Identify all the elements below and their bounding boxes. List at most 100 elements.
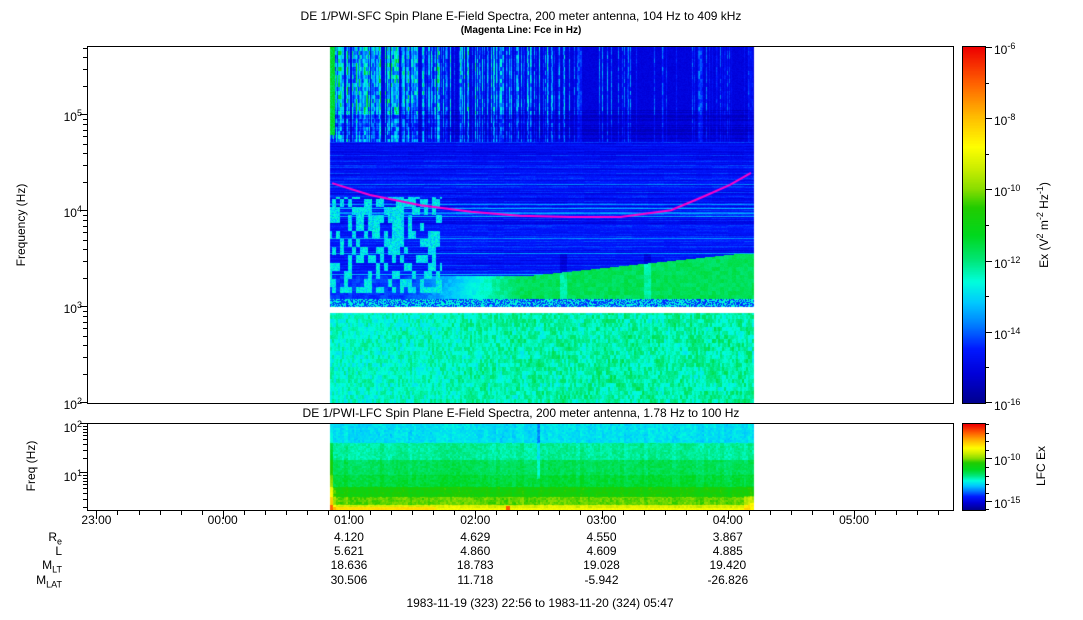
sfc-y-minor-tick xyxy=(83,374,88,375)
lfc-y-major-tick xyxy=(80,423,88,424)
sfc-y-minor-tick xyxy=(83,130,88,131)
ephemeris-value: 30.506 xyxy=(330,573,368,587)
sfc-title: DE 1/PWI-SFC Spin Plane E-Field Spectra,… xyxy=(300,9,742,23)
sfc-colorbar-tick xyxy=(985,332,992,333)
lfc-spectrogram xyxy=(87,423,954,511)
sfc-y-minor-tick xyxy=(83,124,88,125)
x-minor-tick xyxy=(433,511,434,515)
x-minor-tick xyxy=(496,511,497,515)
sfc-y-minor-tick xyxy=(83,48,88,49)
lfc-y-minor-tick xyxy=(83,435,88,436)
x-minor-tick xyxy=(580,511,581,515)
sfc-y-minor-tick xyxy=(83,311,88,312)
sfc-y-tick-label: 102 xyxy=(63,396,82,412)
lfc-title: DE 1/PWI-LFC Spin Plane E-Field Spectra,… xyxy=(302,406,740,420)
sfc-y-minor-tick xyxy=(83,69,88,70)
lfc-colorbar-tick xyxy=(985,433,989,434)
sfc-y-axis-label: Frequency (Hz) xyxy=(14,183,28,267)
sfc-subtitle: (Magenta Line: Fce in Hz) xyxy=(460,25,582,36)
ephemeris-value: -26.826 xyxy=(707,573,749,587)
x-major-tick xyxy=(475,511,476,519)
lfc-y-minor-tick xyxy=(83,426,88,427)
sfc-y-minor-tick xyxy=(83,328,88,329)
x-minor-tick xyxy=(644,511,645,515)
sfc-y-major-tick xyxy=(80,402,88,403)
sfc-y-major-tick xyxy=(80,114,88,115)
ephemeris-value: 4.860 xyxy=(460,544,491,558)
sfc-y-minor-tick xyxy=(83,165,88,166)
sfc-y-minor-tick xyxy=(83,345,88,346)
x-major-tick xyxy=(602,511,603,519)
ephemeris-value: 4.609 xyxy=(586,544,617,558)
lfc-y-minor-tick xyxy=(83,475,88,476)
sfc-colorbar-tick xyxy=(985,154,989,155)
sfc-y-minor-tick xyxy=(83,249,88,250)
sfc-y-minor-tick xyxy=(83,144,88,145)
sfc-y-minor-tick xyxy=(83,215,88,216)
ephemeris-value: 5.621 xyxy=(333,544,364,558)
sfc-colorbar-tick xyxy=(985,367,989,368)
sfc-spectrogram xyxy=(87,46,954,404)
x-minor-tick xyxy=(244,511,245,515)
x-minor-tick xyxy=(517,511,518,515)
ephemeris-row-label: MLT xyxy=(42,558,62,575)
sfc-y-minor-tick xyxy=(83,226,88,227)
sfc-colorbar-tick xyxy=(985,118,992,119)
lfc-y-minor-tick xyxy=(83,481,88,482)
ephemeris-value: 4.120 xyxy=(333,530,364,544)
sfc-colorbar xyxy=(962,46,986,404)
lfc-colorbar-tick xyxy=(985,458,992,459)
x-minor-tick xyxy=(917,511,918,515)
sfc-y-minor-tick xyxy=(83,316,88,317)
ephemeris-value: 18.636 xyxy=(330,558,368,572)
x-minor-tick xyxy=(538,511,539,515)
x-minor-tick xyxy=(875,511,876,515)
sfc-colorbar-tick-label: 10-12 xyxy=(994,254,1021,271)
x-major-tick xyxy=(96,511,97,519)
x-minor-tick xyxy=(665,511,666,515)
sfc-y-minor-tick xyxy=(83,86,88,87)
lfc-colorbar-tick xyxy=(985,441,989,442)
sfc-y-minor-tick xyxy=(83,240,88,241)
lfc-y-tick-label: 102 xyxy=(63,419,82,435)
x-minor-tick xyxy=(559,511,560,515)
sfc-colorbar-tick xyxy=(985,83,989,84)
sfc-y-minor-tick xyxy=(83,182,88,183)
lfc-y-axis-label: Freq (Hz) xyxy=(24,440,38,492)
lfc-y-major-tick xyxy=(80,472,88,474)
lfc-y-minor-tick xyxy=(83,450,88,451)
x-minor-tick xyxy=(686,511,687,515)
lfc-y-minor-tick xyxy=(83,507,88,508)
sfc-colorbar-tick-label: 10-10 xyxy=(994,183,1021,200)
x-minor-tick xyxy=(938,511,939,515)
sfc-y-minor-tick xyxy=(83,57,88,58)
sfc-y-minor-tick xyxy=(83,261,88,262)
lfc-colorbar-tick-label: 10-15 xyxy=(994,495,1021,512)
ephemeris-row-label: Re xyxy=(48,530,62,547)
lfc-colorbar-tick xyxy=(985,450,989,451)
lfc-y-minor-tick xyxy=(83,493,88,494)
x-major-tick xyxy=(728,511,729,519)
x-minor-tick xyxy=(139,511,140,515)
sfc-y-minor-tick xyxy=(83,336,88,337)
lfc-colorbar-tick xyxy=(985,509,989,510)
x-minor-tick xyxy=(286,511,287,515)
x-minor-tick xyxy=(117,511,118,515)
sfc-y-tick-label: 104 xyxy=(63,204,82,220)
lfc-y-minor-tick xyxy=(83,484,88,485)
ephemeris-value: 4.885 xyxy=(712,544,743,558)
lfc-colorbar-tick xyxy=(985,424,989,425)
sfc-y-major-tick xyxy=(80,306,88,307)
x-minor-tick xyxy=(202,511,203,515)
lfc-y-minor-tick xyxy=(83,444,88,445)
x-tick-label: 00:00 xyxy=(207,513,238,527)
sfc-y-tick-label: 103 xyxy=(63,300,82,316)
sfc-y-minor-tick xyxy=(83,278,88,279)
lfc-colorbar xyxy=(962,423,986,511)
sfc-y-minor-tick xyxy=(83,220,88,221)
lfc-colorbar-tick xyxy=(985,484,989,485)
ephemeris-value: 4.550 xyxy=(586,530,617,544)
sfc-colorbar-tick-label: 10-6 xyxy=(994,41,1016,57)
sfc-colorbar-tick xyxy=(985,47,992,48)
